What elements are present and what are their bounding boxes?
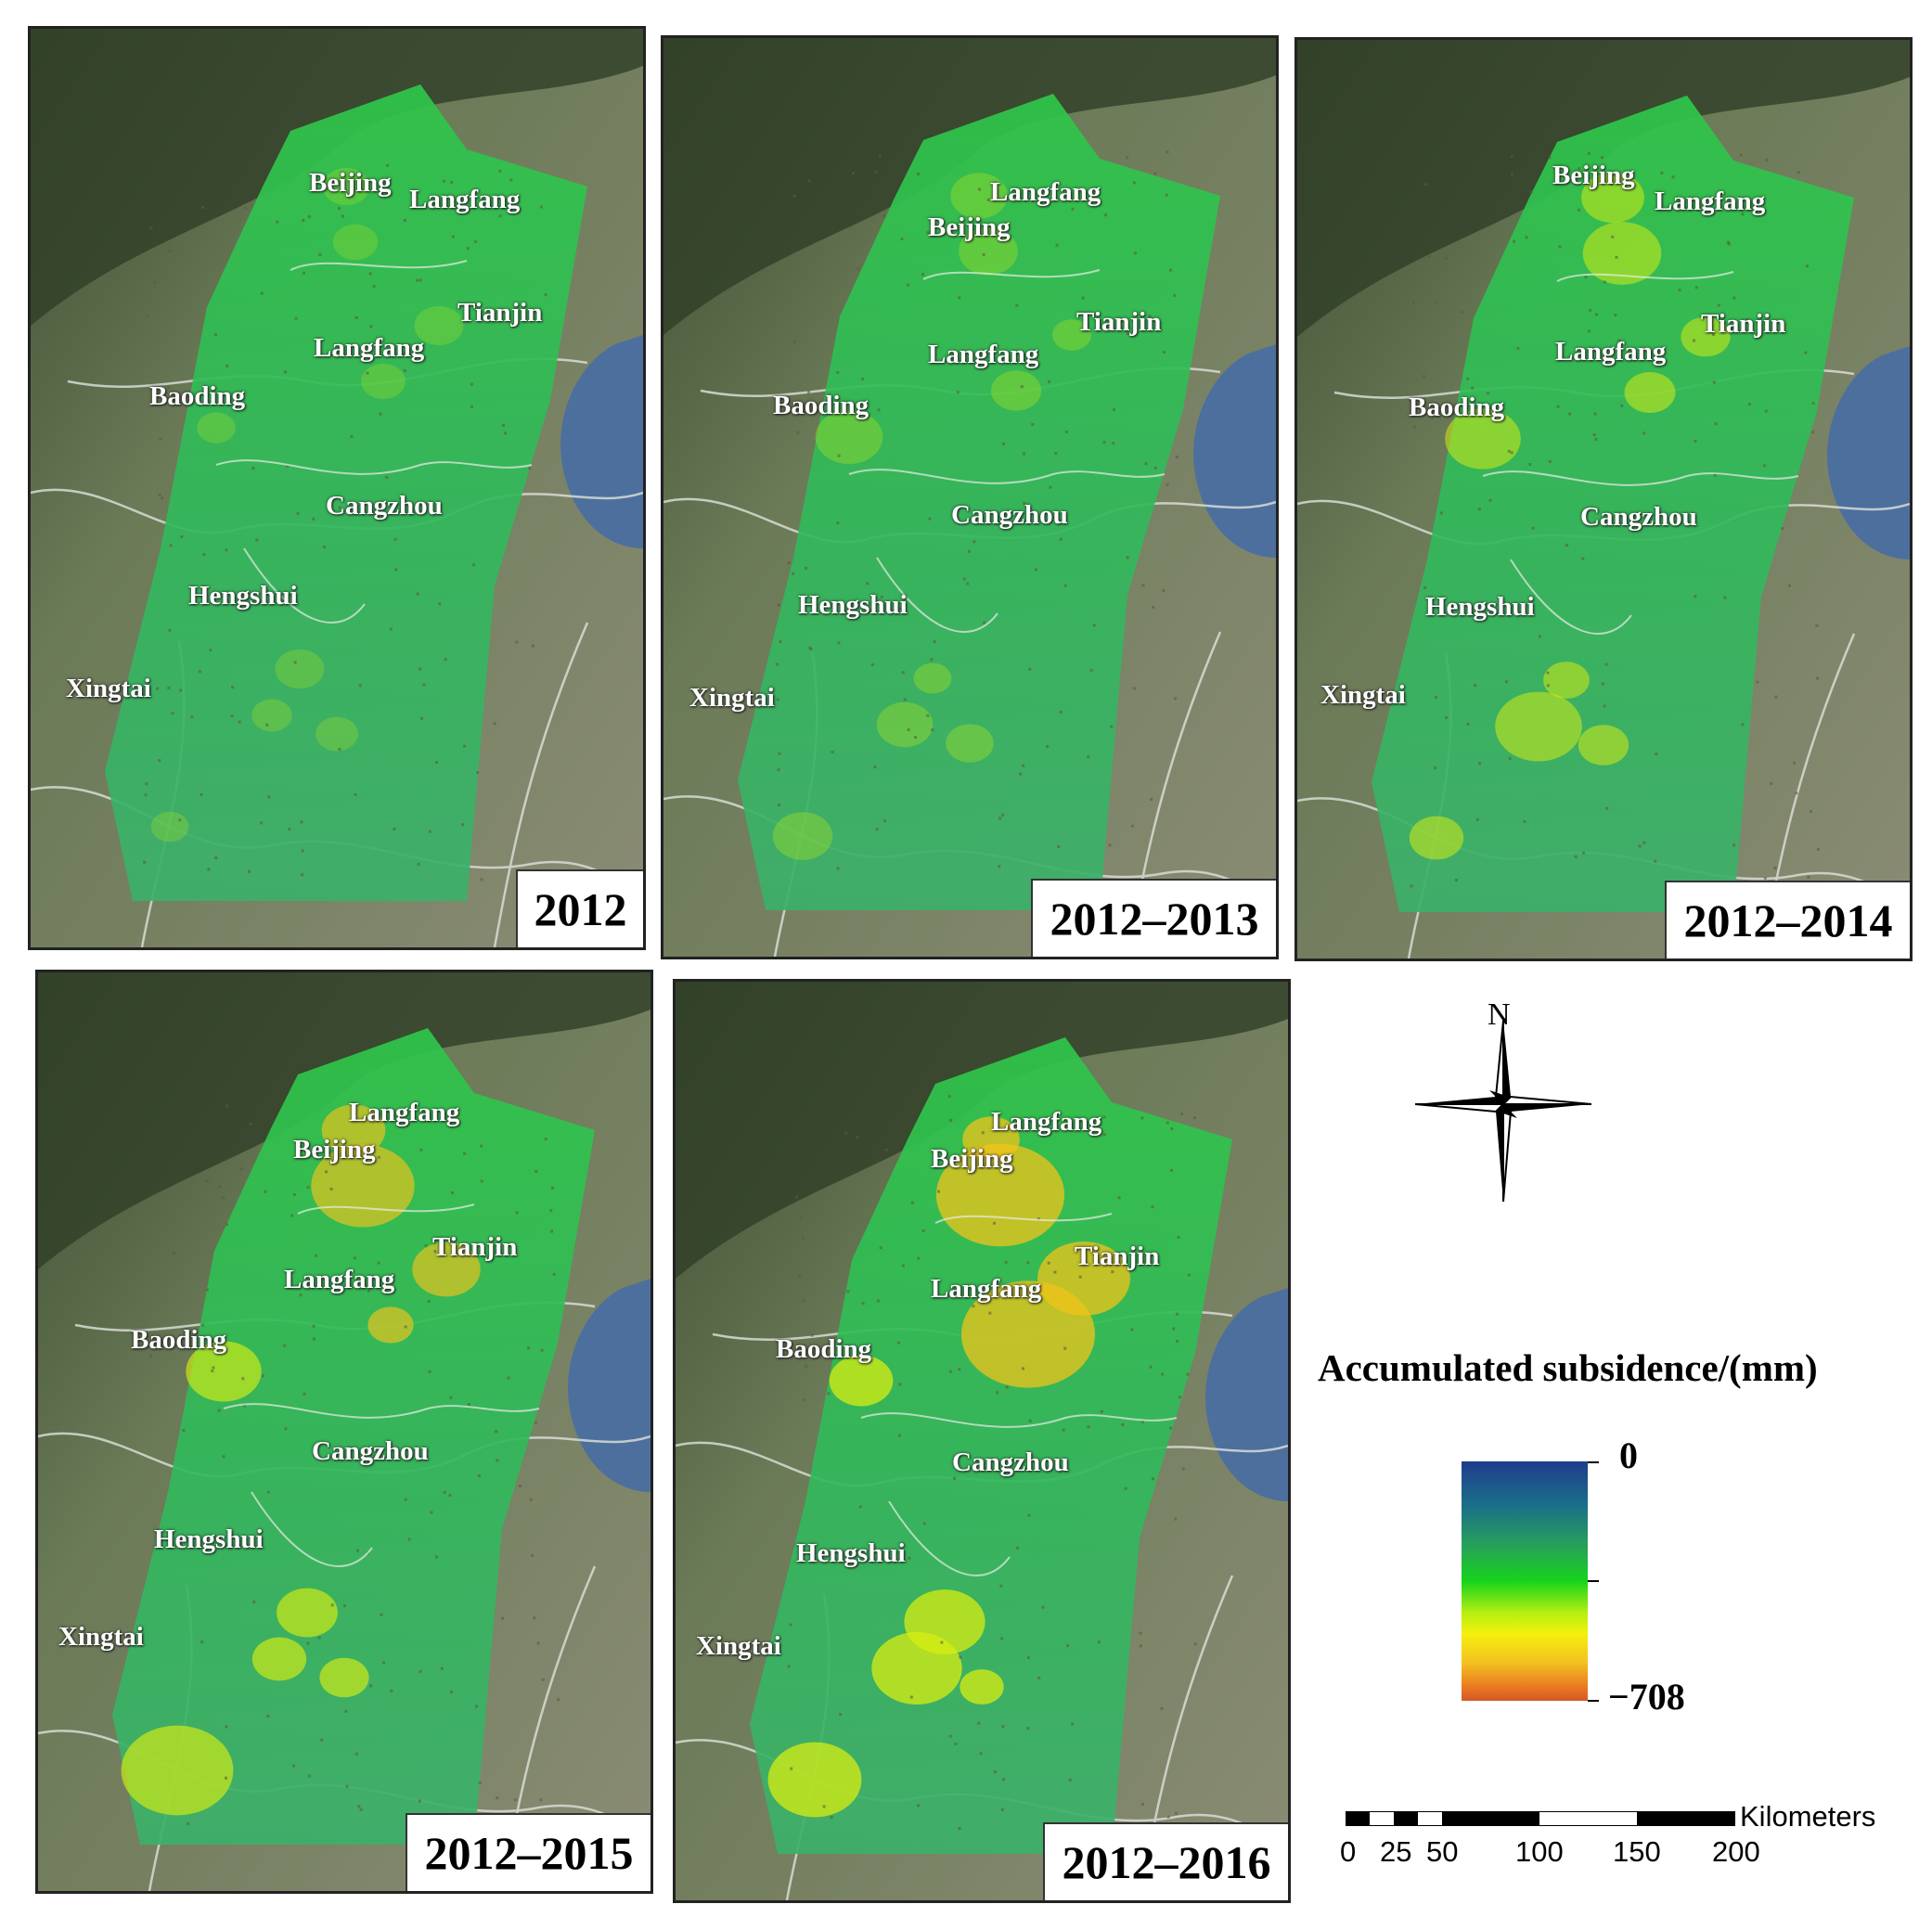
- city-label-xingtai: Xingtai: [696, 1631, 781, 1661]
- map-canvas: [1297, 40, 1910, 958]
- scale-tick-label: 25: [1380, 1835, 1412, 1868]
- legend-max-label: 0: [1619, 1435, 1638, 1476]
- city-label-tianjin: Tianjin: [1701, 309, 1786, 339]
- city-label-cangzhou: Cangzhou: [1580, 502, 1697, 532]
- map-canvas: [38, 972, 650, 1891]
- city-label-langfang: Langfang: [928, 340, 1039, 369]
- city-label-beijing: Beijing: [293, 1135, 376, 1164]
- map-panel-2012-2016: Langfang Beijing Tianjin Langfang Baoding Can…: [673, 979, 1291, 1903]
- period-label: 2012–2013: [1031, 879, 1276, 957]
- city-label-baoding: Baoding: [773, 391, 869, 420]
- city-label-baoding: Baoding: [1409, 392, 1505, 422]
- city-label-baoding: Baoding: [131, 1325, 227, 1355]
- city-label-langfang: Langfang: [931, 1274, 1042, 1304]
- city-label-hengshui: Hengshui: [796, 1538, 906, 1568]
- scale-tick-label: 0: [1340, 1835, 1357, 1868]
- city-label-langfang: Langfang: [991, 1107, 1102, 1137]
- scale-tick-label: 100: [1515, 1835, 1564, 1868]
- city-label-beijing: Beijing: [1552, 161, 1635, 190]
- city-label-beijing: Beijing: [309, 168, 392, 198]
- city-label-beijing: Beijing: [928, 212, 1011, 242]
- city-label-langfang: Langfang: [314, 333, 425, 363]
- scale-bar: [1346, 1811, 1735, 1826]
- city-label-tianjin: Tianjin: [457, 298, 543, 328]
- city-label-tianjin: Tianjin: [1075, 1242, 1160, 1271]
- city-label-cangzhou: Cangzhou: [326, 491, 443, 521]
- scale-tick-label: 50: [1426, 1835, 1459, 1868]
- period-label: 2012–2015: [406, 1813, 650, 1891]
- map-panel-2012-2014: Beijing Langfang Tianjin Langfang Baoding Can…: [1294, 37, 1913, 961]
- legend-title: Accumulated subsidence/(mm): [1318, 1346, 1818, 1389]
- city-label-hengshui: Hengshui: [188, 581, 298, 611]
- map-panel-2012: Beijing Langfang Tianjin Langfang Baoding Can…: [28, 26, 646, 950]
- city-label-tianjin: Tianjin: [1076, 307, 1162, 337]
- map-panel-2012-2013: Langfang Beijing Tianjin Langfang Baoding Can…: [661, 35, 1279, 959]
- city-label-cangzhou: Cangzhou: [312, 1436, 429, 1466]
- period-label: 2012–2016: [1043, 1822, 1288, 1900]
- city-label-langfang: Langfang: [1655, 187, 1766, 216]
- colorbar-tick: [1588, 1580, 1599, 1582]
- legend-colorbar: [1462, 1461, 1588, 1701]
- scale-tick-label: 150: [1613, 1835, 1661, 1868]
- map-canvas: [31, 29, 643, 947]
- city-label-xingtai: Xingtai: [66, 674, 151, 703]
- period-label: 2012–2014: [1665, 881, 1910, 958]
- city-label-langfang: Langfang: [409, 185, 521, 214]
- city-label-hengshui: Hengshui: [798, 590, 908, 620]
- colorbar-tick: [1588, 1700, 1599, 1702]
- city-label-beijing: Beijing: [931, 1144, 1013, 1174]
- scale-bar-unit: Kilometers: [1740, 1800, 1876, 1833]
- city-label-baoding: Baoding: [776, 1334, 872, 1364]
- city-label-cangzhou: Cangzhou: [952, 1447, 1069, 1477]
- city-label-hengshui: Hengshui: [1425, 592, 1535, 622]
- city-label-langfang: Langfang: [349, 1098, 460, 1127]
- map-canvas: [663, 38, 1276, 957]
- city-label-langfang: Langfang: [284, 1265, 395, 1294]
- colorbar-tick: [1588, 1461, 1599, 1463]
- scale-tick-label: 200: [1712, 1835, 1760, 1868]
- north-label: N: [1488, 997, 1511, 1032]
- city-label-baoding: Baoding: [149, 381, 246, 411]
- city-label-hengshui: Hengshui: [154, 1525, 264, 1554]
- city-label-langfang: Langfang: [1555, 337, 1667, 367]
- city-label-langfang: Langfang: [990, 177, 1101, 207]
- map-panel-2012-2015: Langfang Beijing Tianjin Langfang Baoding Can…: [35, 970, 653, 1894]
- legend-min-label: −708: [1608, 1676, 1685, 1718]
- north-arrow-icon: [1415, 1020, 1591, 1203]
- map-canvas: [676, 982, 1288, 1900]
- city-label-xingtai: Xingtai: [58, 1622, 144, 1652]
- city-label-xingtai: Xingtai: [689, 683, 775, 713]
- city-label-cangzhou: Cangzhou: [951, 500, 1068, 530]
- city-label-tianjin: Tianjin: [432, 1232, 518, 1262]
- period-label: 2012: [516, 869, 643, 947]
- city-label-xingtai: Xingtai: [1320, 680, 1406, 710]
